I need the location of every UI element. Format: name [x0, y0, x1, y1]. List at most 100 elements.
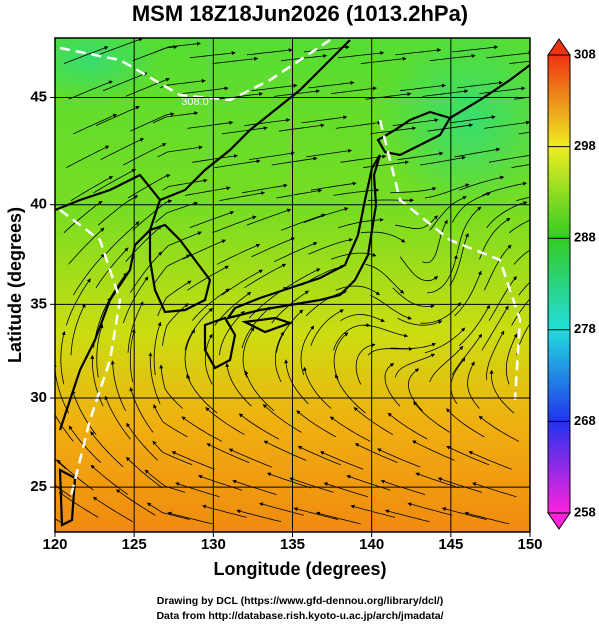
streamline [244, 263, 287, 289]
colorbar-tick-label: 298 [574, 138, 596, 153]
streamline [238, 413, 279, 440]
coastline [55, 173, 162, 431]
streamline [73, 253, 105, 296]
streamline [65, 278, 91, 326]
streamline [92, 496, 134, 523]
streamline [360, 56, 407, 64]
streamline [216, 243, 261, 265]
streamline [513, 249, 530, 265]
streamline [100, 272, 128, 319]
streamline [95, 247, 129, 289]
streamline [129, 328, 136, 383]
streamline [297, 446, 341, 466]
streamline [153, 404, 188, 438]
streamline [479, 86, 526, 94]
streamline [484, 120, 530, 129]
streamline [95, 106, 140, 126]
streamline [152, 254, 191, 286]
streamline [289, 477, 334, 493]
y-tick-label: 25 [30, 478, 47, 495]
streamline [214, 159, 261, 169]
x-tick-label: 145 [438, 536, 463, 553]
streamline [175, 482, 220, 498]
streamline [123, 143, 167, 166]
streamline [60, 330, 66, 385]
streamline [427, 254, 458, 294]
streamline [197, 474, 243, 491]
streamline [333, 188, 380, 196]
streamline [489, 369, 515, 414]
streamline [306, 148, 352, 158]
streamline [271, 156, 318, 166]
streamline [212, 215, 257, 234]
streamline [415, 472, 460, 489]
streamline [363, 160, 409, 169]
streamline [308, 238, 353, 255]
colorbar-extend [547, 38, 571, 56]
streamline [276, 188, 323, 199]
streamline [397, 317, 443, 326]
streamline [486, 330, 505, 380]
coastline [58, 468, 77, 527]
streamline [66, 145, 110, 169]
streamline [424, 327, 466, 354]
streamline [310, 309, 345, 346]
contour-label: 308.0 [181, 96, 209, 108]
streamline [68, 227, 105, 265]
streamline [110, 360, 127, 411]
x-axis-label: Longitude (degrees) [213, 559, 386, 579]
streamline [130, 251, 163, 293]
streamline [102, 72, 148, 92]
streamline [148, 352, 161, 405]
x-tick-label: 125 [122, 536, 147, 553]
streamline [509, 60, 530, 64]
coastline [376, 110, 452, 157]
streamline [399, 256, 439, 282]
streamline [221, 269, 264, 296]
streamline [187, 120, 234, 129]
streamline [58, 491, 99, 518]
x-tick-label: 140 [359, 536, 384, 553]
streamline [73, 113, 118, 135]
streamline [334, 373, 366, 414]
streamline [278, 268, 321, 294]
streamline [100, 138, 145, 160]
streamline [212, 56, 259, 64]
coastline [159, 39, 351, 202]
streamline [329, 416, 371, 442]
streamline [387, 412, 428, 440]
streamline [259, 502, 304, 516]
y-tick-label: 35 [30, 295, 47, 312]
streamline [319, 451, 364, 470]
streamline [468, 451, 512, 470]
streamline [182, 86, 229, 94]
x-tick-label: 120 [42, 536, 67, 553]
x-tick-label: 150 [517, 536, 542, 553]
streamline [251, 237, 296, 258]
streamline [392, 287, 435, 309]
streamline [412, 440, 455, 461]
streamline [129, 387, 154, 433]
streamline [219, 191, 266, 201]
streamline [446, 408, 485, 438]
isotherm [59, 38, 331, 102]
streamline [338, 51, 385, 59]
streamline [125, 225, 162, 263]
streamline [301, 115, 348, 124]
streamline [96, 323, 104, 378]
streamline [456, 206, 482, 255]
isotherms [59, 38, 522, 501]
streamline [181, 416, 222, 442]
footer-line: Drawing by DCL (https://www.gfd-dennou.o… [157, 595, 443, 607]
streamline [152, 111, 199, 124]
streamline [456, 80, 503, 89]
streamline [481, 181, 527, 196]
streamline [236, 509, 282, 523]
coastline [241, 316, 294, 334]
streamline [452, 45, 499, 53]
streamline [162, 303, 189, 346]
streamline [420, 155, 466, 166]
streamline [367, 346, 413, 356]
streamline [354, 443, 398, 463]
streamline [518, 131, 530, 135]
